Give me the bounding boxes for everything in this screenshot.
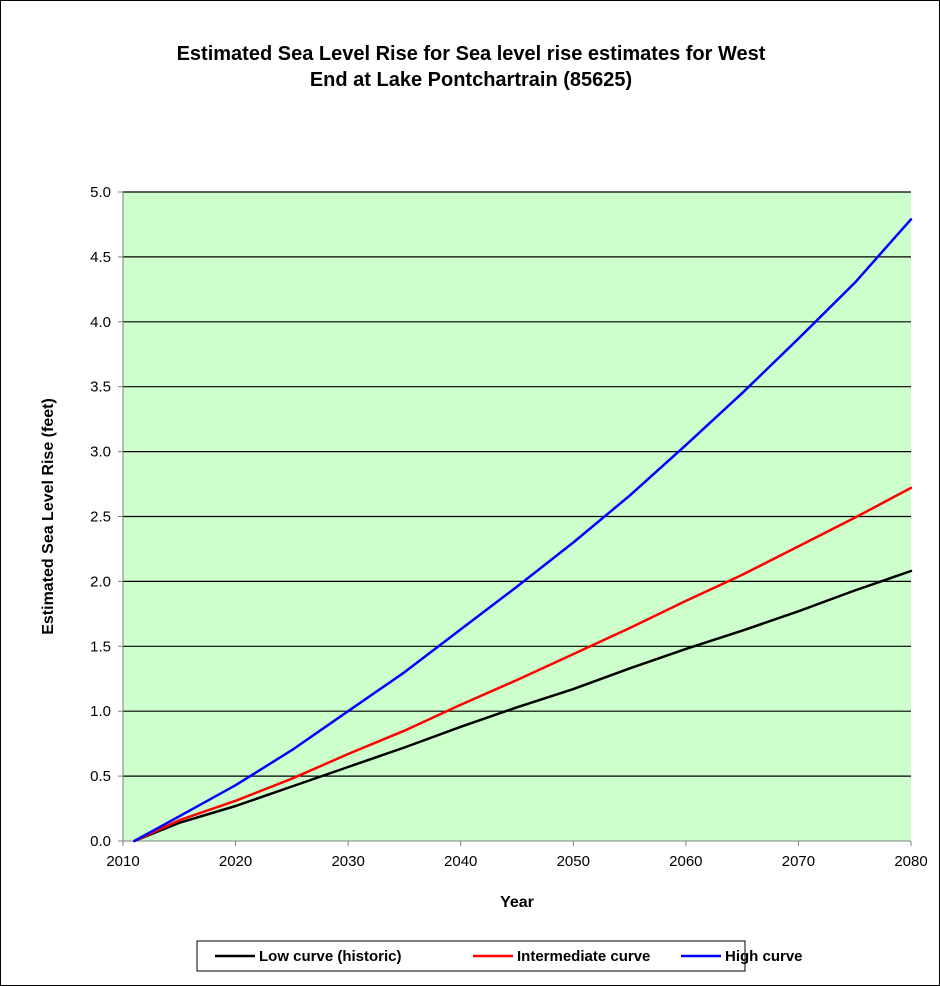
y-tick-label: 3.5 — [90, 379, 111, 396]
x-tick-label: 2080 — [894, 853, 927, 870]
legend: Low curve (historic) Intermediate curve Hi… — [196, 940, 803, 972]
y-tick-label: 3.0 — [90, 444, 111, 461]
x-tick-label: 2060 — [669, 853, 702, 870]
series-line — [133, 569, 913, 843]
y-tick-label: 1.0 — [90, 703, 111, 720]
y-tick-label: 5.0 — [90, 184, 111, 201]
y-tick-label: 1.5 — [90, 638, 111, 655]
x-axis-label: Year — [500, 894, 534, 911]
series-line — [133, 218, 913, 843]
axes: 0.0 0.5 1.0 1.5 2.0 2.5 3.0 3.5 4.0 4.5 5.0 2010 202… — [90, 184, 928, 870]
y-tick-label: 0.0 — [90, 833, 111, 850]
legend-label: Intermediate curve — [517, 948, 650, 965]
chart-title-line-2: End at Lake Pontchartrain (85625) — [309, 69, 633, 91]
y-tick-label: 2.0 — [90, 573, 111, 590]
y-tick-label: 0.5 — [90, 768, 111, 785]
x-tick-label: 2070 — [782, 853, 815, 870]
y-axis-label: Estimated Sea Level Rise (feet) — [40, 398, 57, 635]
series-lines — [133, 218, 913, 843]
y-tick-label: 2.5 — [90, 509, 111, 526]
x-tick-label: 2050 — [557, 853, 590, 870]
x-tick-label: 2020 — [219, 853, 252, 870]
legend-label: High curve — [725, 948, 803, 965]
x-tick-label: 2010 — [106, 853, 139, 870]
y-tick-label: 4.0 — [90, 314, 111, 331]
legend-box — [196, 940, 746, 972]
legend-label: Low curve (historic) — [259, 948, 402, 965]
gridlines — [123, 191, 911, 777]
y-tick-label: 4.5 — [90, 249, 111, 266]
x-tick-label: 2040 — [444, 853, 477, 870]
chart-title-line-1: Estimated Sea Level Rise for Sea level r… — [176, 43, 766, 65]
x-tick-label: 2030 — [331, 853, 364, 870]
series-line — [133, 486, 913, 843]
